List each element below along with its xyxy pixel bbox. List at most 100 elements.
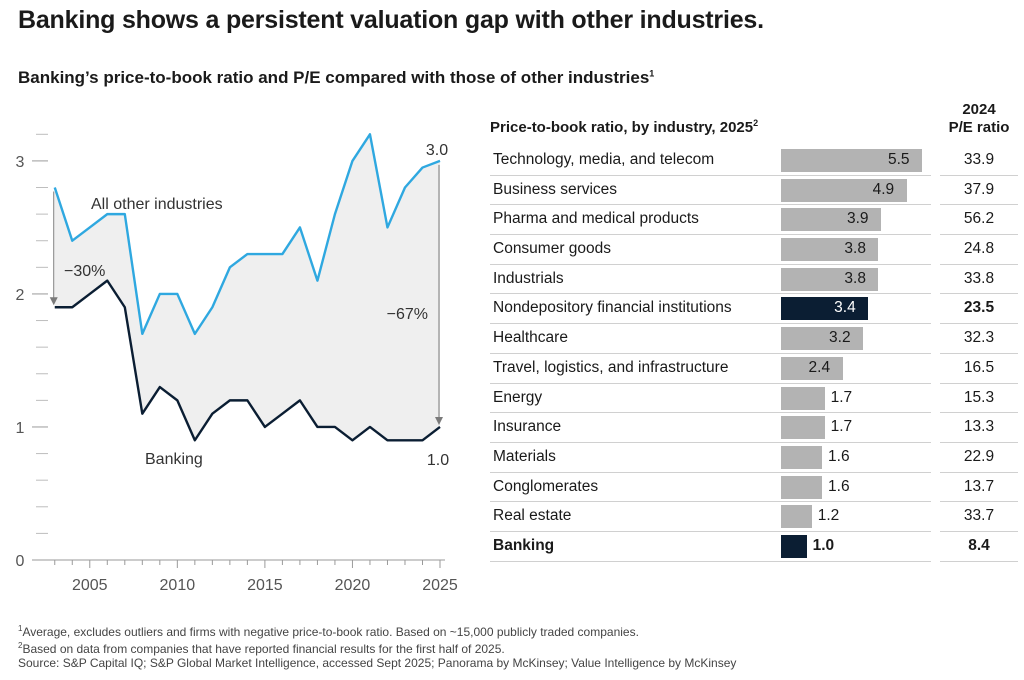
series-line-all-other-industries bbox=[53, 133, 441, 336]
bar-value-label: 1.7 bbox=[830, 418, 853, 436]
row-divider bbox=[940, 441, 1018, 443]
gap-end-label: −67% bbox=[387, 306, 428, 323]
bar-value-label: 1.0 bbox=[812, 536, 835, 554]
pe-ratio-value: 13.7 bbox=[963, 477, 995, 495]
table-row: Business services 4.9 37.9 bbox=[490, 176, 1020, 206]
footnotes: 1Average, excludes outliers and firms wi… bbox=[18, 622, 736, 670]
pe-ratio-value: 33.7 bbox=[963, 507, 995, 525]
bar bbox=[781, 445, 823, 469]
pe-header-year: 2024 bbox=[962, 101, 996, 118]
bar bbox=[781, 178, 907, 202]
pe-ratio-value: 16.5 bbox=[963, 358, 995, 376]
bar-value-label: 4.9 bbox=[872, 180, 895, 198]
table-row: Energy 1.7 15.3 bbox=[490, 384, 1020, 414]
row-divider bbox=[940, 412, 1018, 414]
industry-name: Consumer goods bbox=[493, 240, 612, 258]
table-row: Nondepository financial institutions 3.4 2… bbox=[490, 294, 1020, 325]
table-row: Consumer goods 3.8 24.8 bbox=[490, 235, 1020, 265]
pe-ratio-value: 13.3 bbox=[963, 418, 995, 436]
row-divider bbox=[490, 560, 931, 562]
table-row: Pharma and medical products 3.9 56.2 bbox=[490, 205, 1020, 236]
x-tick-label: 2015 bbox=[247, 577, 283, 594]
gap-area bbox=[54, 134, 440, 441]
row-divider bbox=[490, 174, 931, 176]
y-tick-label: 0 bbox=[16, 553, 25, 570]
pe-ratio-value: 37.9 bbox=[963, 180, 995, 198]
row-divider bbox=[490, 323, 931, 325]
industry-name: Nondepository financial institutions bbox=[493, 299, 732, 317]
industry-name: Industrials bbox=[493, 269, 564, 287]
row-divider bbox=[490, 234, 931, 236]
pe-ratio-value: 33.9 bbox=[963, 151, 995, 168]
row-divider bbox=[490, 382, 931, 384]
row-divider bbox=[490, 441, 931, 443]
row-divider bbox=[490, 530, 931, 532]
row-divider bbox=[940, 323, 1018, 325]
footnote-2: 2Based on data from companies that have … bbox=[18, 641, 505, 656]
table-row: Insurance 1.7 13.3 bbox=[490, 413, 1020, 443]
industry-name: Technology, media, and telecom bbox=[493, 151, 715, 168]
row-divider bbox=[940, 560, 1018, 562]
series-label-banking: Banking bbox=[145, 451, 203, 468]
industry-name: Business services bbox=[493, 180, 618, 198]
pe-ratio-value: 33.8 bbox=[963, 269, 995, 287]
industry-name: Travel, logistics, and infrastructure bbox=[493, 358, 729, 376]
gap-arrow-start-head bbox=[49, 297, 58, 306]
bar bbox=[781, 297, 869, 321]
bar-value-label: 3.2 bbox=[829, 329, 851, 347]
bar-value-label: 1.2 bbox=[817, 507, 840, 525]
x-tick-label: 2005 bbox=[72, 577, 108, 594]
pe-ratio-value: 32.3 bbox=[963, 329, 995, 347]
x-tick-label: 2025 bbox=[422, 577, 458, 594]
pe-ratio-value: 8.4 bbox=[968, 536, 990, 554]
table-row: Conglomerates 1.6 13.7 bbox=[490, 473, 1020, 503]
industry-name: Real estate bbox=[493, 507, 572, 525]
industry-name: Healthcare bbox=[493, 329, 568, 347]
bar-chart-title: Price-to-book ratio, by industry, 20252 bbox=[490, 118, 759, 136]
pe-ratio-value: 24.8 bbox=[963, 240, 995, 258]
row-divider bbox=[490, 501, 931, 503]
row-divider bbox=[940, 204, 1018, 206]
bar bbox=[781, 327, 864, 351]
bar-value-label: 3.4 bbox=[834, 299, 856, 317]
bar bbox=[781, 505, 812, 529]
end-value-banking: 1.0 bbox=[427, 452, 449, 469]
source-note: Source: S&P Capital IQ; S&P Global Marke… bbox=[18, 656, 737, 670]
pe-header-label: P/E ratio bbox=[948, 119, 1010, 136]
footnote-marker-1: 1 bbox=[649, 68, 655, 79]
industry-name: Energy bbox=[493, 388, 543, 406]
bar bbox=[781, 238, 879, 262]
row-divider bbox=[490, 352, 931, 354]
pe-ratio-value: 23.5 bbox=[963, 299, 995, 317]
bar bbox=[781, 416, 825, 440]
table-row: Real estate 1.2 33.7 bbox=[490, 502, 1020, 532]
footnote-marker-2: 2 bbox=[753, 118, 759, 128]
bar bbox=[781, 208, 881, 232]
footnote-1: 1Average, excludes outliers and firms wi… bbox=[18, 624, 639, 639]
line-chart: 0 1 2 3 2005 2010 2015 2020 2025 All other indust… bbox=[16, 133, 458, 594]
bar-value-label: 2.4 bbox=[808, 358, 831, 376]
table-row: Industrials 3.8 33.8 bbox=[490, 265, 1020, 295]
row-divider bbox=[940, 530, 1018, 532]
series-label-all-other-industries: All other industries bbox=[91, 196, 223, 213]
headline: Banking shows a persistent valuation gap… bbox=[18, 6, 764, 34]
row-divider bbox=[490, 412, 931, 414]
industry-name: Conglomerates bbox=[493, 477, 599, 495]
table-row: Banking 1.0 8.4 bbox=[490, 532, 1020, 562]
y-tick-label: 2 bbox=[16, 287, 25, 304]
table-row: Travel, logistics, and infrastructure 2.4… bbox=[490, 354, 1020, 384]
series-line-banking bbox=[54, 279, 441, 442]
row-divider bbox=[490, 293, 931, 295]
bar bbox=[781, 267, 879, 291]
row-divider bbox=[940, 352, 1018, 354]
gap-arrow-end-head bbox=[435, 416, 443, 425]
pe-ratio-value: 15.3 bbox=[963, 388, 995, 406]
bar bbox=[781, 386, 825, 410]
row-divider bbox=[490, 471, 931, 473]
row-divider bbox=[940, 501, 1018, 503]
gap-start-label: −30% bbox=[64, 263, 105, 280]
table-row: Technology, media, and telecom 5.5 33.9 bbox=[490, 146, 1020, 176]
pe-ratio-header: 2024 P/E ratio bbox=[940, 101, 1018, 137]
industry-name: Materials bbox=[493, 447, 556, 465]
bar bbox=[781, 149, 922, 172]
